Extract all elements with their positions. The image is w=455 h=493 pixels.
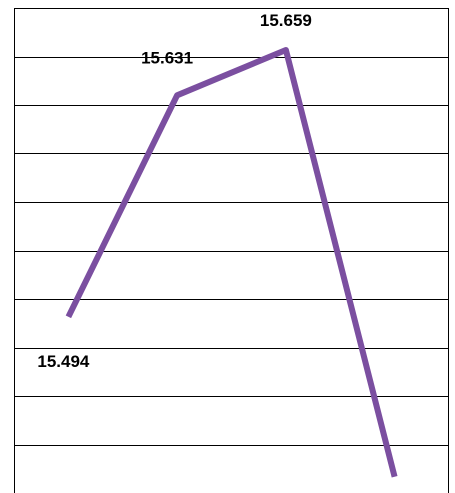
series-line — [65, 47, 398, 478]
axes — [14, 8, 449, 493]
data-label: 15.494 — [37, 352, 90, 371]
gridlines — [14, 8, 449, 446]
data-label: 15.659 — [260, 11, 312, 30]
series-group — [65, 47, 398, 478]
data-label: 15.631 — [141, 48, 193, 67]
